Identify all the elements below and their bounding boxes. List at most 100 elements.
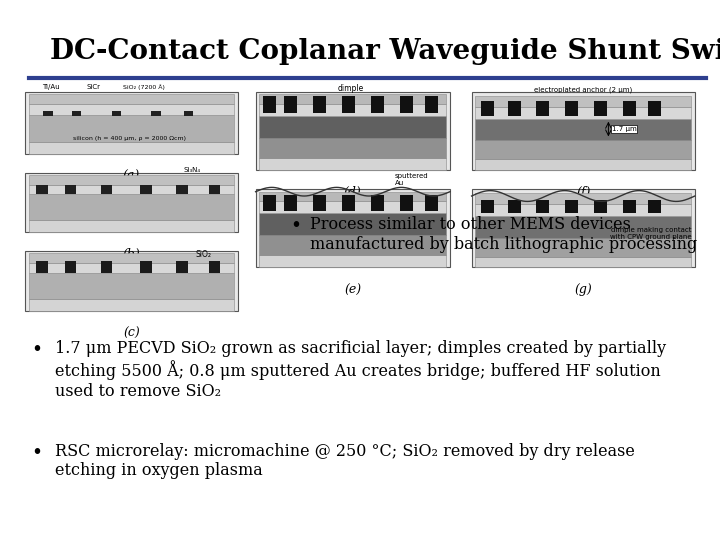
Bar xyxy=(29,220,234,232)
Text: (e): (e) xyxy=(344,284,361,296)
Bar xyxy=(256,189,450,267)
Bar xyxy=(209,185,220,194)
Bar xyxy=(72,111,81,116)
Bar xyxy=(184,111,193,116)
Text: silicon (h = 400 μm, ρ = 2000 Ωcm): silicon (h = 400 μm, ρ = 2000 Ωcm) xyxy=(73,136,186,141)
Bar xyxy=(475,238,691,256)
Text: (a): (a) xyxy=(123,170,140,183)
Bar xyxy=(43,111,53,116)
Bar xyxy=(371,195,384,211)
Bar xyxy=(508,200,521,213)
Text: (d): (d) xyxy=(344,186,361,199)
Text: Process similar to other MEMS devices
manufactured by batch lithographic process: Process similar to other MEMS devices ma… xyxy=(310,216,697,253)
Bar xyxy=(481,200,494,213)
Text: (g): (g) xyxy=(575,284,592,296)
Text: •: • xyxy=(31,443,42,462)
Bar xyxy=(475,140,691,159)
Bar xyxy=(475,204,691,216)
Bar xyxy=(29,94,234,104)
Bar xyxy=(101,185,112,194)
Text: (c): (c) xyxy=(123,327,140,340)
Bar xyxy=(29,263,234,273)
Text: •: • xyxy=(290,216,301,235)
Bar xyxy=(65,185,76,194)
Bar xyxy=(481,101,494,116)
Bar xyxy=(648,101,661,116)
Bar xyxy=(29,142,234,154)
Bar xyxy=(594,101,607,116)
Bar xyxy=(140,185,152,194)
Bar xyxy=(259,116,446,138)
Bar xyxy=(101,261,112,273)
Text: •: • xyxy=(31,340,42,359)
Text: DC-Contact Coplanar Waveguide Shunt Switch: DC-Contact Coplanar Waveguide Shunt Swit… xyxy=(50,38,720,65)
Bar xyxy=(565,101,578,116)
Text: SiCr: SiCr xyxy=(86,84,101,90)
Bar xyxy=(29,299,234,310)
Bar xyxy=(263,96,276,113)
Bar xyxy=(623,200,636,213)
Bar xyxy=(256,92,450,170)
Bar xyxy=(475,107,691,119)
Bar xyxy=(259,104,446,116)
Bar xyxy=(648,200,661,213)
Bar xyxy=(140,261,152,273)
Bar xyxy=(112,111,121,116)
Bar xyxy=(400,195,413,211)
Bar xyxy=(29,185,234,194)
Text: (f): (f) xyxy=(576,186,590,199)
Bar xyxy=(25,251,238,310)
Bar xyxy=(472,92,695,170)
Bar xyxy=(475,159,691,170)
Bar xyxy=(259,94,446,104)
Bar xyxy=(425,96,438,113)
Bar xyxy=(400,96,413,113)
Bar xyxy=(36,185,48,194)
Bar xyxy=(29,104,234,115)
Bar xyxy=(284,96,297,113)
Bar xyxy=(259,201,446,213)
Bar xyxy=(475,216,691,238)
Bar xyxy=(623,101,636,116)
Text: SiO₂ (7200 Å): SiO₂ (7200 Å) xyxy=(123,85,165,90)
Text: dimple making contact
with CPW ground plane: dimple making contact with CPW ground pl… xyxy=(610,227,691,240)
Text: dimple: dimple xyxy=(338,84,364,93)
Bar xyxy=(371,96,384,113)
Text: Ti/Au: Ti/Au xyxy=(42,84,59,90)
Bar xyxy=(475,256,691,267)
Text: SiO₂: SiO₂ xyxy=(196,250,212,259)
Bar xyxy=(284,195,297,211)
Bar xyxy=(29,115,234,142)
Text: sputtered
Au: sputtered Au xyxy=(395,173,428,186)
Bar xyxy=(259,255,446,267)
Bar xyxy=(475,96,691,107)
Bar xyxy=(342,96,355,113)
Bar xyxy=(259,213,446,235)
Bar xyxy=(259,192,446,201)
Bar xyxy=(259,158,446,170)
Bar xyxy=(313,195,326,211)
Bar xyxy=(25,173,238,232)
Bar xyxy=(263,195,276,211)
Text: 1.7 μm: 1.7 μm xyxy=(612,126,636,132)
Bar xyxy=(29,194,234,220)
Bar xyxy=(259,235,446,255)
Bar xyxy=(209,261,220,273)
Bar xyxy=(65,261,76,273)
Text: Si₃N₄: Si₃N₄ xyxy=(184,167,201,173)
Bar xyxy=(29,253,234,263)
Bar xyxy=(151,111,161,116)
Bar xyxy=(536,101,549,116)
Bar xyxy=(425,195,438,211)
Bar xyxy=(313,96,326,113)
Text: 1.7 μm PECVD SiO₂ grown as sacrificial layer; dimples created by partially
etchi: 1.7 μm PECVD SiO₂ grown as sacrificial l… xyxy=(55,340,667,400)
Bar xyxy=(475,119,691,140)
Bar xyxy=(508,101,521,116)
Bar xyxy=(36,261,48,273)
Bar xyxy=(594,200,607,213)
Text: electroplated anchor (2 μm): electroplated anchor (2 μm) xyxy=(534,86,632,93)
Bar xyxy=(475,193,691,204)
Bar xyxy=(259,138,446,158)
Bar xyxy=(472,189,695,267)
Bar xyxy=(565,200,578,213)
